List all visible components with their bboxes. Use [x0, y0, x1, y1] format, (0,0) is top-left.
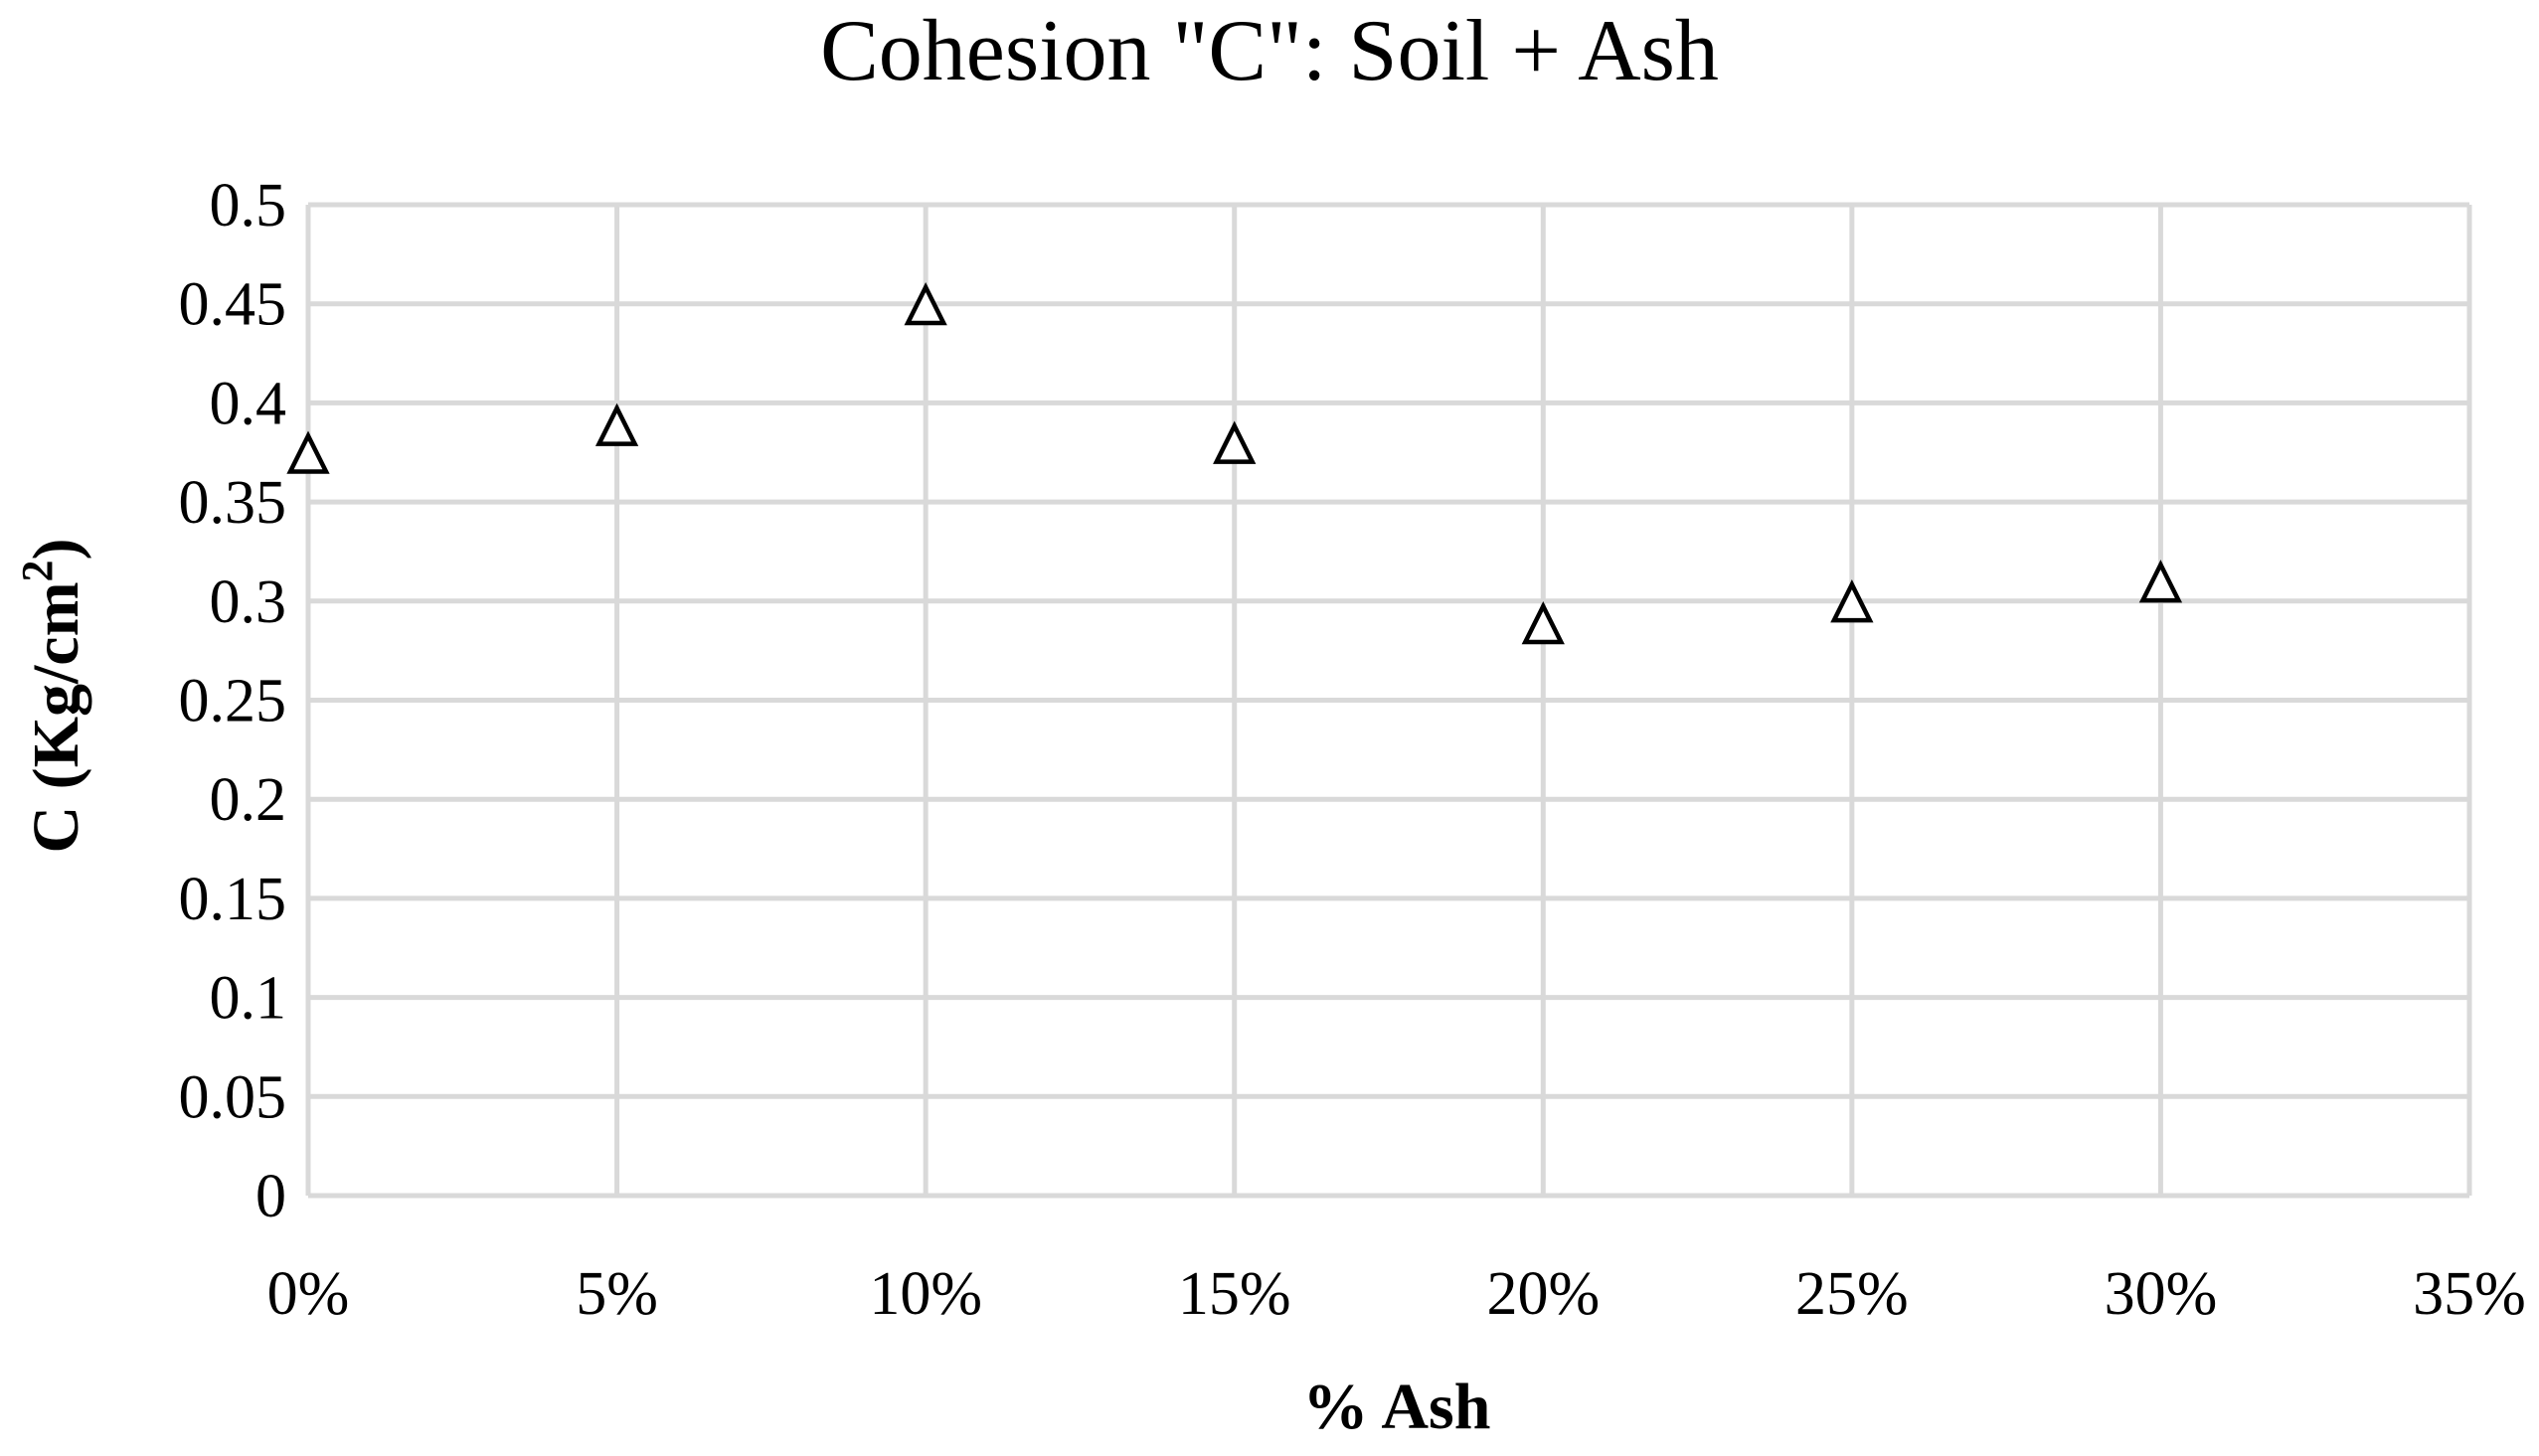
- y-tick-label: 0.45: [179, 271, 287, 339]
- y-tick-label: 0.3: [210, 568, 287, 636]
- x-tick-labels: 0% 5% 10% 15% 20% 25% 30% 35%: [267, 1260, 2526, 1328]
- y-tick-label: 0.2: [210, 766, 287, 834]
- x-tick-label: 30%: [2105, 1260, 2218, 1328]
- y-tick-label: 0.35: [179, 469, 287, 537]
- data-points: [286, 281, 2183, 645]
- y-axis-title: C (Kg/cm2): [13, 538, 92, 853]
- data-point: [594, 403, 639, 446]
- grid-layer: [305, 202, 2472, 1199]
- x-axis-title: % Ash: [1303, 1371, 1491, 1443]
- x-tick-label: 15%: [1178, 1260, 1291, 1328]
- y-axis-title-main: C (Kg/cm: [20, 581, 92, 853]
- x-tick-label: 0%: [267, 1260, 350, 1328]
- data-point: [1213, 420, 1257, 464]
- y-tick-label: 0.05: [179, 1063, 287, 1131]
- x-tick-label: 25%: [1795, 1260, 1909, 1328]
- x-tick-label: 5%: [576, 1260, 658, 1328]
- data-point: [286, 430, 330, 474]
- x-tick-label: 10%: [869, 1260, 982, 1328]
- y-tick-label: 0.1: [210, 965, 287, 1033]
- data-point: [1830, 579, 1874, 623]
- data-point: [1521, 600, 1565, 645]
- y-tick-labels: 0 0.05 0.1 0.15 0.2 0.25 0.3 0.35 0.4 0.45 0.5: [179, 172, 287, 1230]
- y-axis-title-superscript: 2: [13, 560, 62, 581]
- data-point: [2138, 560, 2183, 603]
- chart-title: Cohesion "C": Soil + Ash: [820, 3, 1719, 99]
- y-tick-label: 0.15: [179, 866, 287, 933]
- y-tick-label: 0: [255, 1163, 286, 1230]
- x-tick-label: 20%: [1486, 1260, 1600, 1328]
- x-tick-label: 35%: [2413, 1260, 2526, 1328]
- data-point: [904, 281, 947, 326]
- y-tick-label: 0.25: [179, 668, 287, 735]
- y-axis-title-close: ): [20, 538, 92, 560]
- y-tick-label: 0.4: [210, 370, 287, 437]
- y-tick-label: 0.5: [210, 172, 287, 240]
